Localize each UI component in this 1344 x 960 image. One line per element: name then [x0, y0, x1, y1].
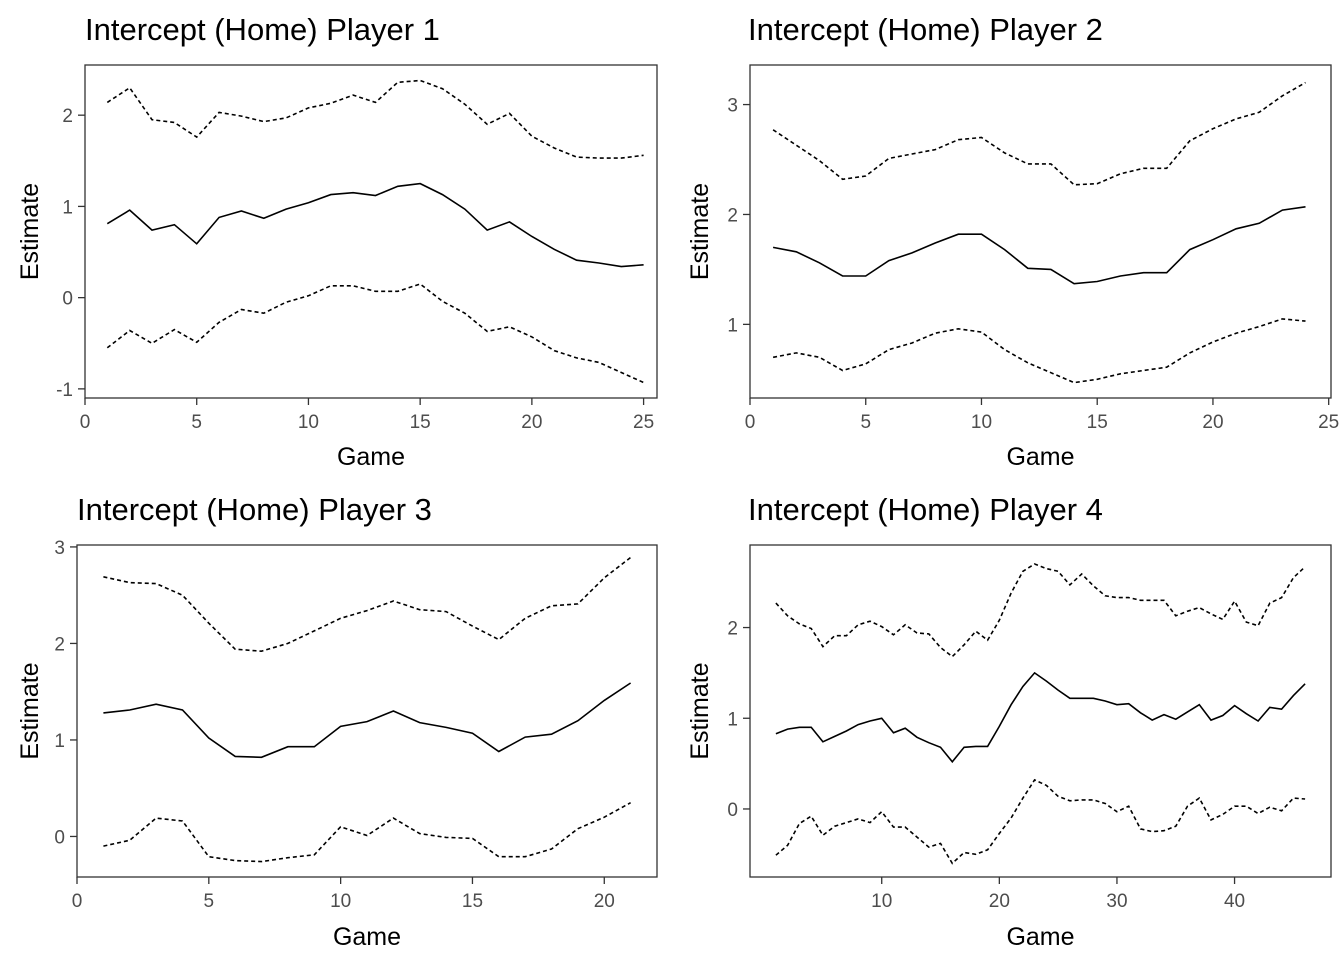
y-tick-label: 0: [727, 800, 738, 821]
chart-title: Intercept (Home) Player 3: [77, 492, 432, 527]
x-tick-label: 20: [1202, 412, 1223, 433]
y-tick-label: 1: [727, 709, 738, 730]
x-tick-label: 0: [80, 412, 91, 433]
x-axis-title: Game: [1006, 443, 1074, 471]
x-tick-label: 5: [860, 412, 871, 433]
chart-title: Intercept (Home) Player 4: [748, 492, 1103, 527]
chart-title: Intercept (Home) Player 2: [748, 12, 1103, 47]
y-tick-label: 2: [727, 619, 738, 640]
x-tick-label: 20: [989, 891, 1010, 912]
y-tick-label: 3: [727, 96, 738, 117]
chart-title: Intercept (Home) Player 1: [85, 12, 440, 47]
panel-2: Intercept (Home) Player 2 0 5 10 15 20 25 1 2 3 Ga…: [686, 12, 1339, 471]
x-tick-label: 10: [871, 891, 892, 912]
x-tick-label: 5: [191, 412, 202, 433]
x-axis-title: Game: [1006, 923, 1074, 951]
x-axis-title: Game: [333, 923, 401, 951]
x-tick-label: 15: [410, 412, 431, 433]
series-line-upper: [772, 81, 1306, 186]
y-tick-label: 1: [54, 731, 65, 752]
series-line-upper: [775, 563, 1306, 658]
panel-4: Intercept (Home) Player 4 10 20 30 40 0 1 2 Game…: [686, 492, 1332, 951]
plot-frame: [76, 544, 658, 878]
series-line-estimate: [103, 682, 632, 759]
series-line-upper: [103, 556, 632, 653]
panel-3: Intercept (Home) Player 3 0 5 10 15 20 0 1 2 3 Gam…: [16, 492, 658, 951]
x-tick-label: 20: [594, 891, 615, 912]
y-tick-label: 2: [727, 205, 738, 226]
y-tick-label: -1: [56, 380, 73, 401]
x-axis-title: Game: [337, 443, 405, 471]
y-tick-label: 1: [62, 197, 73, 218]
series-line-estimate: [106, 182, 644, 268]
x-tick-label: 30: [1106, 891, 1127, 912]
plot-frame: [749, 64, 1332, 399]
y-axis-title: Estimate: [686, 662, 714, 759]
x-tick-label: 40: [1224, 891, 1245, 912]
series-line-upper: [106, 79, 644, 159]
x-tick-label: 15: [462, 891, 483, 912]
y-tick-label: 3: [54, 538, 65, 559]
x-tick-label: 0: [72, 891, 83, 912]
x-tick-label: 10: [330, 891, 351, 912]
y-tick-label: 0: [54, 827, 65, 848]
y-tick-label: 2: [54, 634, 65, 655]
y-tick-label: 1: [727, 315, 738, 336]
y-axis-title: Estimate: [686, 183, 714, 280]
x-tick-label: 15: [1087, 412, 1108, 433]
x-tick-label: 25: [1318, 412, 1339, 433]
plot-frame: [84, 64, 658, 399]
x-tick-label: 10: [971, 412, 992, 433]
plot-frame: [749, 544, 1332, 878]
series-line-lower: [103, 801, 631, 863]
series-line-lower: [775, 778, 1306, 865]
panel-1: Intercept (Home) Player 1 0 5 10 15 20 25 -1 0 1 2…: [16, 12, 658, 471]
y-tick-label: 2: [62, 106, 73, 127]
x-tick-label: 10: [298, 412, 319, 433]
y-axis-title: Estimate: [16, 183, 44, 280]
x-tick-label: 5: [204, 891, 215, 912]
y-axis-title: Estimate: [16, 662, 44, 759]
x-tick-label: 20: [521, 412, 542, 433]
series-line-estimate: [775, 671, 1306, 764]
x-tick-label: 0: [745, 412, 756, 433]
series-line-estimate: [772, 206, 1306, 285]
x-tick-label: 25: [633, 412, 654, 433]
series-line-lower: [772, 318, 1306, 384]
series-line-lower: [106, 283, 644, 384]
y-tick-label: 0: [62, 289, 73, 310]
